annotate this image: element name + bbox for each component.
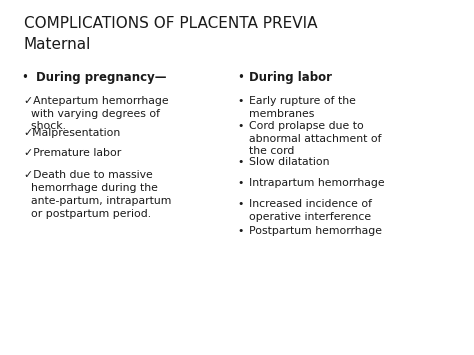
Text: Intrapartum hemorrhage: Intrapartum hemorrhage	[249, 178, 384, 188]
Text: COMPLICATIONS OF PLACENTA PREVIA: COMPLICATIONS OF PLACENTA PREVIA	[24, 16, 317, 31]
Text: ✓Antepartum hemorrhage
  with varying degrees of
  shock.: ✓Antepartum hemorrhage with varying degr…	[24, 96, 168, 131]
Text: During labor: During labor	[249, 71, 332, 84]
Text: During pregnancy—: During pregnancy—	[36, 71, 166, 84]
Text: ✓Premature labor: ✓Premature labor	[24, 148, 121, 158]
Text: Maternal: Maternal	[24, 37, 91, 52]
Text: •: •	[237, 71, 244, 84]
Text: •: •	[21, 71, 28, 84]
Text: Increased incidence of
operative interference: Increased incidence of operative interfe…	[249, 199, 372, 222]
Text: Cord prolapse due to
abnormal attachment of
the cord: Cord prolapse due to abnormal attachment…	[249, 121, 382, 156]
Text: •: •	[237, 96, 243, 106]
Text: ✓Death due to massive
  hemorrhage during the
  ante-partum, intrapartum
  or po: ✓Death due to massive hemorrhage during …	[24, 170, 171, 219]
Text: Postpartum hemorrhage: Postpartum hemorrhage	[249, 226, 382, 236]
Text: Early rupture of the
membranes: Early rupture of the membranes	[249, 96, 356, 119]
Text: •: •	[237, 157, 243, 167]
Text: ✓Malpresentation: ✓Malpresentation	[24, 128, 121, 138]
Text: Slow dilatation: Slow dilatation	[249, 157, 329, 167]
Text: •: •	[237, 121, 243, 131]
Text: •: •	[237, 178, 243, 188]
Text: •: •	[237, 199, 243, 209]
Text: •: •	[237, 226, 243, 236]
